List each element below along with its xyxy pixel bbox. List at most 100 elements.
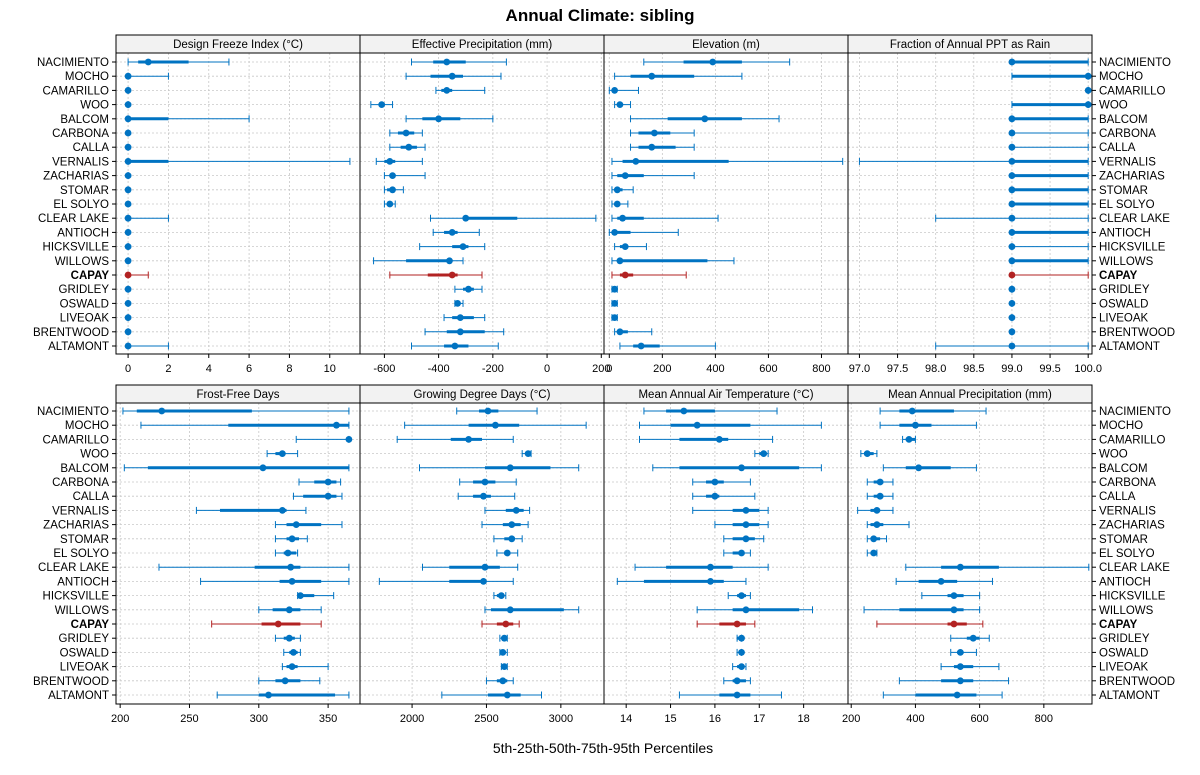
y-label-right: CARBONA [1099, 477, 1156, 489]
series-antioch [200, 577, 350, 585]
x-tick-label: 6 [246, 363, 252, 375]
y-label-right: OSWALD [1099, 647, 1148, 659]
series-liveoak [732, 663, 747, 671]
series-stomar [611, 186, 634, 194]
y-label-left: ZACHARIAS [43, 520, 109, 532]
series-capay [1008, 271, 1089, 279]
median-point [1008, 158, 1016, 165]
median-point [484, 407, 492, 415]
median-point [481, 563, 489, 571]
series-vernalis [692, 506, 769, 514]
series-gridley [736, 634, 745, 642]
y-label-left: WOO [80, 449, 109, 461]
median-point [448, 229, 456, 236]
series-mocho [638, 421, 822, 429]
median-point [386, 200, 394, 208]
y-label-left: LIVEOAK [60, 662, 110, 674]
median-point [456, 314, 464, 321]
y-label-left: ANTIOCH [57, 227, 109, 239]
y-label-right: HICKSVILLE [1099, 591, 1166, 603]
median-point [742, 535, 750, 543]
series-willows [696, 606, 814, 614]
y-label-right: OSWALD [1099, 298, 1148, 310]
series-clear-lake [124, 214, 169, 222]
median-point [506, 606, 514, 614]
series-oswald [283, 648, 301, 656]
x-tick-label: 800 [1035, 713, 1053, 725]
series-oswald [736, 648, 745, 656]
y-label-right: CLEAR LAKE [1099, 562, 1170, 574]
median-point [742, 606, 750, 614]
series-altamont [882, 691, 1003, 699]
median-point [124, 158, 132, 165]
median-point [451, 342, 459, 350]
median-point [285, 634, 293, 642]
x-tick-label: 600 [970, 713, 988, 725]
median-point [502, 620, 510, 628]
median-point [613, 186, 621, 194]
series-nacimiento [122, 407, 350, 415]
y-label-right: WILLOWS [1099, 605, 1154, 617]
median-point [1008, 328, 1016, 336]
y-label-right: EL SOLYO [1099, 199, 1155, 211]
series-willows [484, 606, 580, 614]
panel-effective-precipitation-mm: Effective Precipitation (mm) -600 -400 -200… [359, 34, 610, 375]
median-point [124, 342, 132, 350]
median-point [738, 592, 745, 599]
y-label-left: CAMARILLO [43, 85, 110, 97]
series-balcom [1008, 115, 1089, 123]
median-point [1008, 300, 1016, 307]
series-el-solyo [611, 200, 629, 208]
series-vernalis [375, 157, 423, 165]
y-label-right: VERNALIS [1099, 156, 1156, 168]
series-mocho [140, 421, 350, 429]
median-point [124, 214, 132, 222]
series-calla [630, 143, 695, 151]
series-clear-lake [935, 214, 1089, 222]
median-point [459, 243, 467, 251]
series-mocho [124, 72, 169, 80]
median-point [124, 172, 132, 180]
median-point [738, 549, 745, 557]
median-point [742, 507, 750, 514]
median-point [616, 101, 624, 108]
x-tick-label: 800 [812, 363, 830, 375]
series-mocho [405, 72, 502, 80]
y-label-left: BALCOM [60, 463, 109, 475]
x-tick-label: 4 [206, 363, 212, 375]
series-oswald [124, 299, 132, 307]
median-point [324, 492, 332, 500]
y-label-right: WOO [1099, 100, 1128, 112]
series-clear-lake [421, 563, 519, 571]
median-point [1008, 342, 1016, 350]
series-capay [611, 271, 687, 279]
median-point [742, 521, 750, 528]
series-willows [611, 257, 735, 265]
series-zacharias [1008, 172, 1089, 180]
series-camarillo [435, 86, 486, 94]
series-liveoak [611, 314, 619, 322]
series-el-solyo [1008, 200, 1089, 208]
y-label-left: ANTIOCH [57, 576, 109, 588]
series-brentwood [424, 328, 505, 336]
panel-frame [115, 402, 361, 705]
median-point [937, 578, 945, 585]
series-capay [124, 271, 149, 279]
median-point [969, 634, 977, 642]
series-nacimiento [643, 407, 778, 415]
y-label-left: ALTAMONT [48, 341, 109, 353]
series-carbona [389, 129, 423, 137]
x-axis-title: 5th-25th-50th-75th-95th Percentiles [493, 740, 713, 756]
x-tick-label: 350 [319, 713, 337, 725]
series-el-solyo [124, 200, 132, 208]
x-tick-label: 10 [324, 363, 336, 375]
series-hicksville [727, 592, 751, 600]
series-el-solyo [274, 549, 299, 557]
median-point [124, 143, 132, 151]
y-label-left: CARBONA [52, 477, 109, 489]
panels-group: Design Freeze Index (°C) 0 2 4 6 8 10 Effective… [33, 34, 1175, 725]
median-point [456, 328, 464, 336]
y-label-right: CAMARILLO [1099, 434, 1166, 446]
series-clear-lake [158, 563, 350, 571]
median-point [733, 620, 741, 628]
